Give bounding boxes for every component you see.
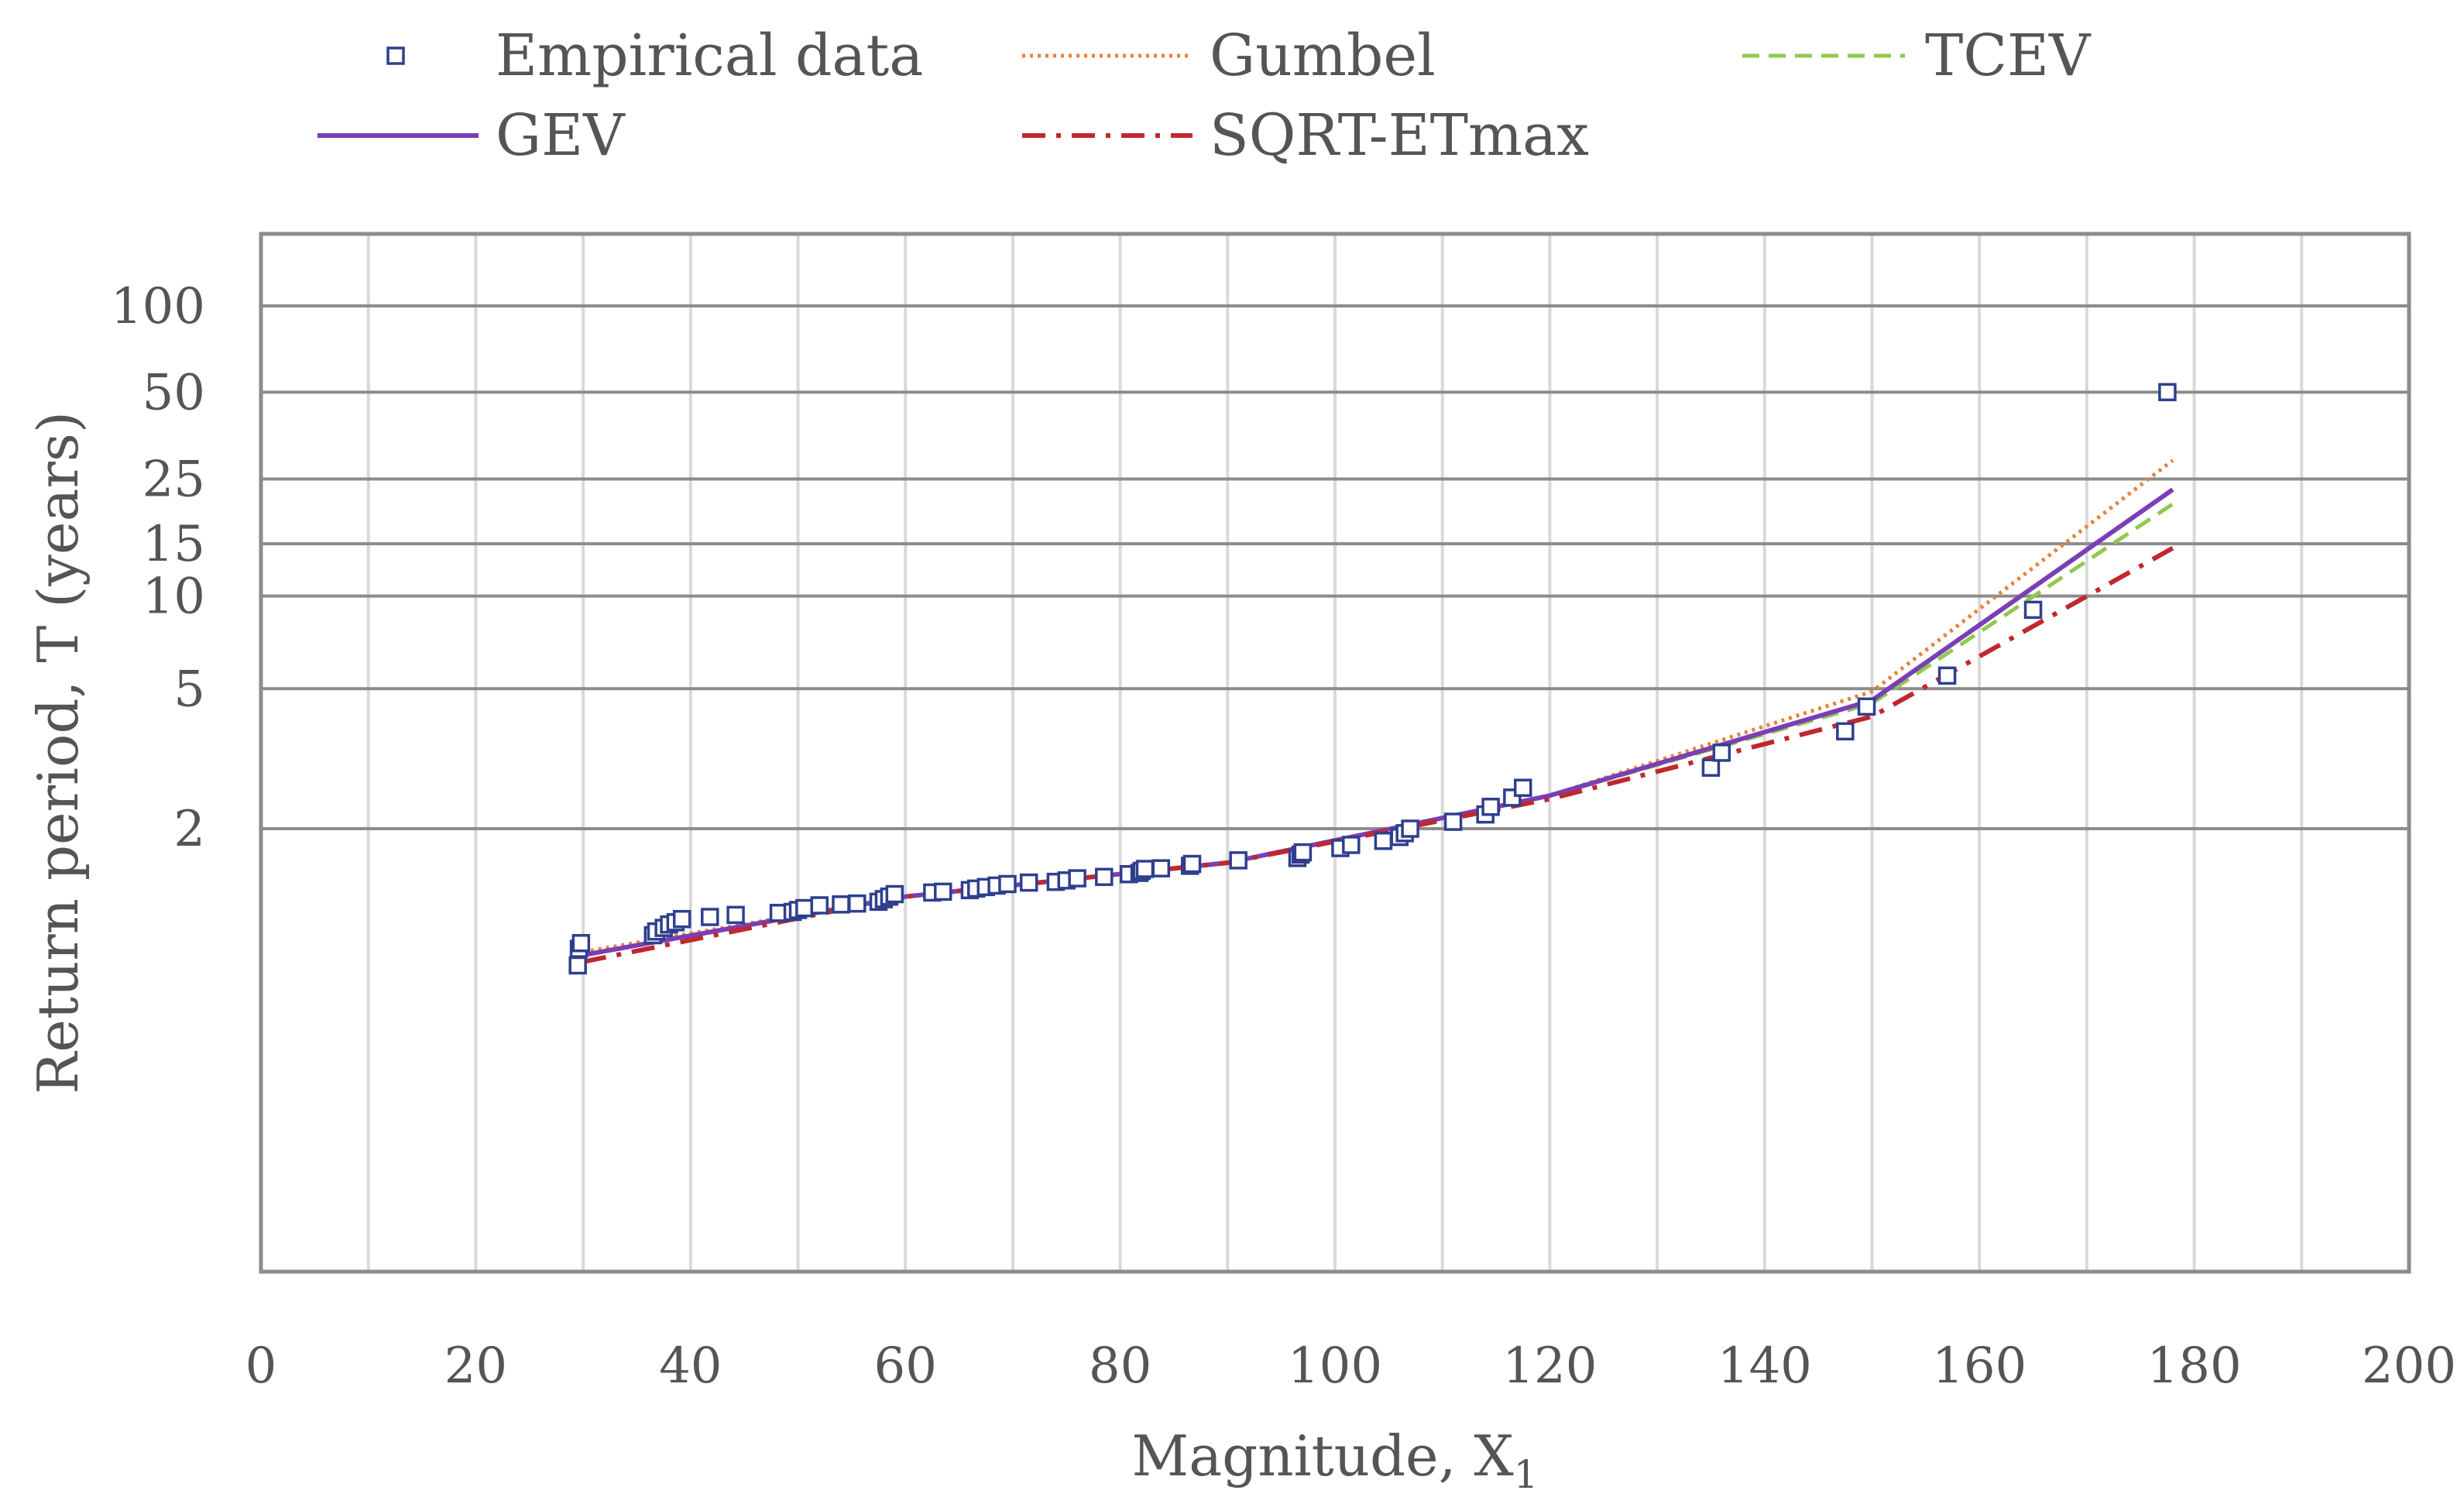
legend-marker-empirical <box>386 46 405 65</box>
x-tick-label: 60 <box>873 1337 936 1395</box>
empirical-point <box>1293 843 1313 862</box>
empirical-point <box>1135 860 1155 878</box>
x-tick-label: 160 <box>1932 1337 2026 1395</box>
empirical-point <box>726 905 745 925</box>
x-tick-label: 20 <box>444 1337 507 1395</box>
empirical-point <box>1937 666 1957 685</box>
empirical-point <box>1229 851 1247 870</box>
empirical-point <box>1857 697 1876 716</box>
legend-label-empirical: Empirical data <box>496 22 923 89</box>
empirical-point <box>795 898 814 918</box>
x-axis-title: Magnitude, X1 <box>1132 1423 1539 1497</box>
empirical-point <box>1342 836 1361 854</box>
empirical-point <box>571 934 591 953</box>
empirical-point <box>810 896 829 915</box>
series-lines <box>582 458 2174 964</box>
x-tick-label: 80 <box>1089 1337 1151 1395</box>
y-tick-label: 2 <box>173 801 205 858</box>
x-tick-label: 140 <box>1718 1337 1812 1395</box>
empirical-point <box>1401 819 1419 838</box>
empirical-point <box>832 895 850 914</box>
empirical-point <box>2158 383 2177 402</box>
series-gev-line <box>582 487 2174 958</box>
x-tick-label: 100 <box>1288 1337 1382 1395</box>
empirical-point <box>885 884 904 904</box>
x-axis-ticks: 0 20 40 60 80 100 120 140 160 180 200 <box>245 1337 2456 1395</box>
empirical-point <box>1095 867 1114 887</box>
empirical-markers <box>568 383 2177 975</box>
plot-area-border <box>259 232 2411 1274</box>
y-axis-title: Return period, T (years) <box>26 411 91 1094</box>
empirical-point <box>1513 778 1532 797</box>
empirical-point <box>1481 798 1500 816</box>
legend-label-tcev: TCEV <box>1925 22 2092 89</box>
x-tick-label: 0 <box>245 1337 277 1395</box>
grid <box>261 234 2409 1272</box>
x-tick-label: 120 <box>1502 1337 1597 1395</box>
series-tcev-line <box>582 502 2174 957</box>
y-tick-label: 25 <box>142 451 205 508</box>
empirical-point <box>933 882 952 901</box>
empirical-point <box>1443 812 1463 831</box>
y-tick-label: 10 <box>142 568 205 626</box>
empirical-point <box>1712 743 1731 762</box>
y-tick-label: 50 <box>142 364 205 421</box>
x-tick-label: 40 <box>659 1337 722 1395</box>
legend-label-gumbel: Gumbel <box>1210 22 1436 89</box>
empirical-point <box>998 874 1017 894</box>
legend-label-gev: GEV <box>496 102 626 169</box>
empirical-point <box>1182 854 1202 874</box>
empirical-point <box>2023 600 2043 620</box>
series-gumbel-line <box>582 458 2174 954</box>
x-tick-label: 180 <box>2147 1337 2242 1395</box>
empirical-point <box>1151 859 1171 877</box>
empirical-point <box>1701 758 1721 777</box>
empirical-point <box>1068 869 1086 888</box>
empirical-point <box>672 909 691 929</box>
empirical-point <box>1019 873 1038 892</box>
legend: Empirical data Gumbel TCEV GEV SQRT-ETmax <box>317 22 2092 169</box>
empirical-point <box>1836 722 1855 741</box>
y-tick-label: 5 <box>173 661 205 718</box>
empirical-point <box>701 908 719 926</box>
empirical-point <box>848 894 867 913</box>
legend-label-sqrt: SQRT-ETmax <box>1210 102 1589 169</box>
y-tick-label: 100 <box>111 278 205 335</box>
empirical-point <box>1374 832 1393 850</box>
x-tick-label: 200 <box>2362 1337 2456 1395</box>
y-tick-label: 15 <box>142 516 205 573</box>
empirical-point <box>568 956 587 975</box>
